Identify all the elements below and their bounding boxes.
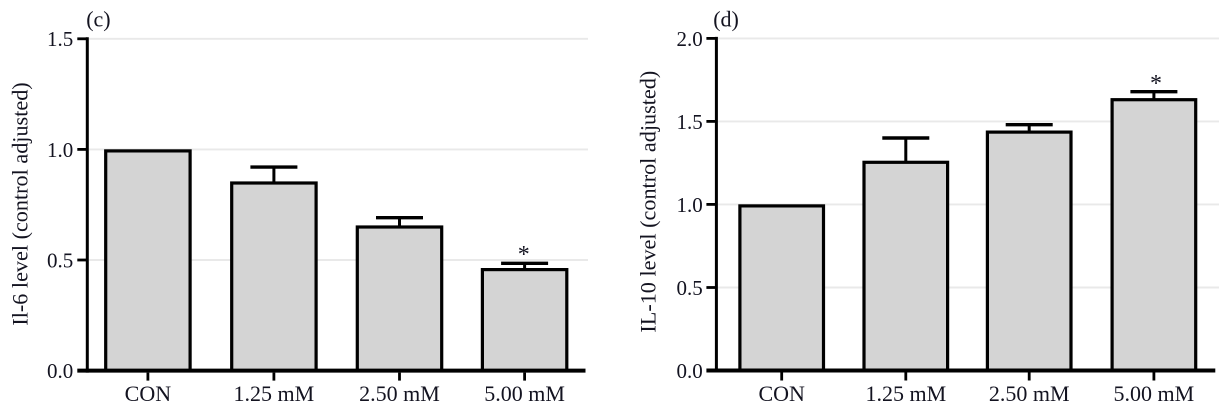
svg-text:*: * — [518, 242, 530, 268]
svg-text:*: * — [1150, 71, 1162, 97]
svg-text:1.25 mM: 1.25 mM — [234, 381, 315, 406]
svg-text:(d): (d) — [713, 6, 739, 31]
svg-text:0.0: 0.0 — [47, 359, 73, 383]
svg-text:(c): (c) — [86, 6, 110, 31]
svg-text:2.50 mM: 2.50 mM — [989, 381, 1070, 406]
svg-text:0.0: 0.0 — [676, 359, 702, 383]
svg-text:5.00 mM: 5.00 mM — [484, 381, 565, 406]
svg-text:1.5: 1.5 — [47, 27, 73, 51]
svg-text:1.0: 1.0 — [676, 193, 702, 217]
svg-text:2.0: 2.0 — [676, 27, 702, 51]
svg-text:1.0: 1.0 — [47, 138, 73, 162]
svg-text:Il-6 level (control adjusted): Il-6 level (control adjusted) — [8, 82, 33, 325]
svg-text:0.5: 0.5 — [47, 248, 73, 272]
svg-text:2.50 mM: 2.50 mM — [359, 381, 440, 406]
svg-text:1.5: 1.5 — [676, 110, 702, 134]
svg-text:1.25 mM: 1.25 mM — [865, 381, 946, 406]
svg-text:CON: CON — [758, 381, 805, 406]
svg-text:0.5: 0.5 — [676, 276, 702, 300]
svg-text:CON: CON — [125, 381, 172, 406]
svg-text:IL-10 level (control adjusted): IL-10 level (control adjusted) — [636, 71, 661, 333]
svg-text:5.00 mM: 5.00 mM — [1114, 381, 1195, 406]
